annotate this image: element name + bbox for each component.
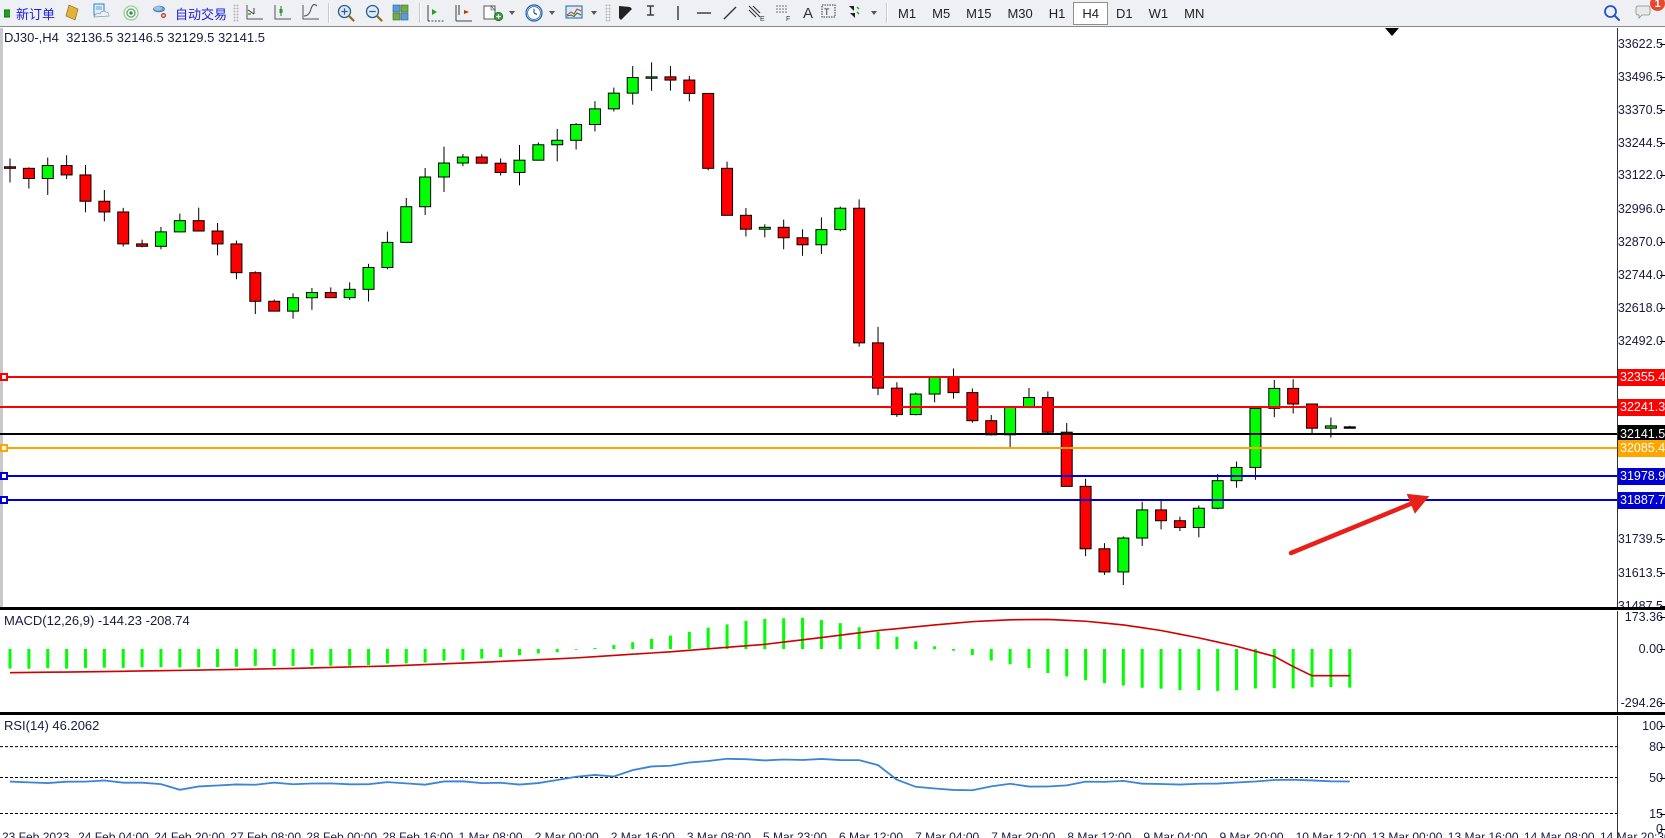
svg-text:F: F xyxy=(786,16,790,22)
svg-text:T: T xyxy=(824,7,830,17)
svg-text:E: E xyxy=(760,16,765,22)
